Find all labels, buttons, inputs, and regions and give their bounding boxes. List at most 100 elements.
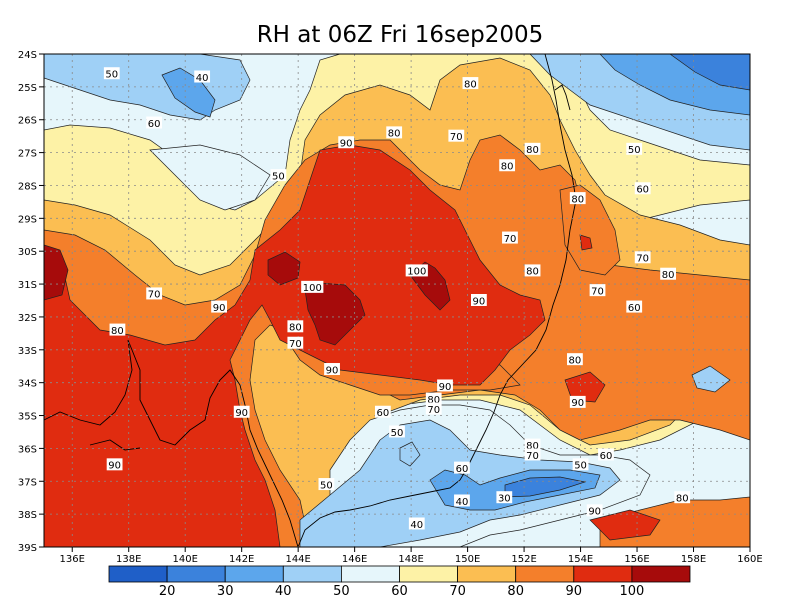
- contour-label-bg: [572, 458, 589, 471]
- colorbar-swatch: [457, 565, 517, 583]
- lon-tick-label: 150E: [455, 554, 480, 565]
- contour-label-bg: [626, 142, 643, 155]
- contour-label-bg: [425, 392, 442, 405]
- colorbar: 20 30 40 50 60 70 80 90 100: [108, 565, 691, 599]
- contour-label-bg: [437, 379, 453, 392]
- contour-label: 80: [526, 145, 539, 156]
- lat-axis: 24S 25S 26S 27S 28S 29S 30S 31S 32S 33S 34S 35S 36S 3…: [18, 50, 44, 554]
- colorbar-swatch: [224, 565, 284, 583]
- contour-label: 90: [439, 382, 452, 393]
- contour-label: 50: [272, 171, 285, 182]
- contour-label: 40: [410, 520, 423, 531]
- contour-label: 60: [148, 119, 161, 130]
- contour-label: 80: [526, 441, 539, 452]
- contour-label: 90: [473, 296, 486, 307]
- contour-label-bg: [598, 448, 614, 461]
- contour-label: 80: [662, 270, 675, 281]
- lat-tick-label: 25S: [18, 83, 37, 94]
- lat-tick-label: 31S: [18, 280, 37, 291]
- contour-label: 60: [600, 451, 613, 462]
- lon-tick-label: 154E: [568, 554, 593, 565]
- colorbar-swatch: [340, 565, 400, 583]
- contour-label: 80: [569, 355, 582, 366]
- contour-label-bg: [502, 231, 518, 244]
- contour-label-bg: [374, 405, 391, 418]
- lon-tick-label: 146E: [342, 554, 367, 565]
- contour-label: 60: [628, 303, 641, 314]
- coastline-inlet: [89, 439, 141, 451]
- rh-band-50-60-nw-extension: [149, 144, 271, 211]
- rh-band-100-plus: [304, 282, 366, 346]
- rh-band-30-40-nw: [161, 67, 216, 118]
- rh-band-90-100-southeast: [589, 509, 661, 541]
- contour-label-bg: [586, 504, 603, 517]
- contour-label-bg: [569, 395, 586, 408]
- contour-label-bg: [103, 67, 120, 80]
- contour-label-bg: [674, 491, 691, 504]
- colorbar-label: 40: [275, 584, 292, 599]
- contour-label: 30: [498, 494, 511, 505]
- rh-band-90-100-northeast: [579, 234, 593, 251]
- colorbar-label: 90: [566, 584, 583, 599]
- lat-tick-label: 36S: [18, 444, 37, 455]
- contour-label: 80: [111, 326, 124, 337]
- contour-label: 40: [456, 497, 469, 508]
- contour-label-bg: [386, 126, 403, 139]
- contour-label: 90: [340, 139, 353, 150]
- contour-label: 60: [636, 185, 649, 196]
- contour-label-bg: [301, 280, 324, 293]
- colorbar-label: 60: [391, 584, 408, 599]
- coastline: [44, 54, 577, 547]
- colorbar-swatch: [399, 565, 458, 583]
- contour-label: 80: [464, 79, 477, 90]
- contour-label-bg: [454, 494, 470, 507]
- lat-tick-label: 30S: [18, 247, 37, 258]
- lon-tick-label: 140E: [172, 554, 197, 565]
- colorbar-swatch: [573, 565, 633, 583]
- lon-tick-label: 144E: [285, 554, 310, 565]
- coastline-south-australia: [44, 339, 299, 547]
- rh-band-40-50-east-small: [691, 365, 731, 393]
- contour-label: 80: [289, 323, 302, 334]
- lat-tick-label: 34S: [18, 379, 37, 390]
- contour-label: 80: [388, 129, 401, 140]
- lon-tick-label: 136E: [60, 554, 85, 565]
- contour-label: 90: [326, 365, 339, 376]
- contour-label-bg: [287, 320, 304, 333]
- contour-label-bg: [660, 267, 677, 280]
- contour-label: 70: [504, 234, 517, 245]
- colorbar-swatch: [108, 565, 168, 583]
- contour-label: 80: [571, 194, 584, 205]
- contour-label: 60: [456, 464, 469, 475]
- contour-label-bg: [146, 116, 163, 129]
- contour-label-bg: [287, 336, 304, 349]
- contour-label: 40: [196, 73, 209, 84]
- contour-label-bg: [338, 136, 355, 149]
- contour-label: 70: [526, 451, 539, 462]
- contour-label: 90: [588, 507, 601, 518]
- lat-tick-label: 26S: [18, 116, 37, 127]
- contour-label-bg: [634, 182, 651, 195]
- contour-label: 50: [105, 70, 118, 81]
- rh-band-20-30-ne: [669, 54, 750, 91]
- colorbar-label: 20: [159, 584, 176, 599]
- contour-label-bg: [524, 438, 541, 451]
- contour-label: 50: [320, 480, 333, 491]
- contour-label-bg: [233, 405, 250, 418]
- contour-label-bg: [524, 142, 541, 155]
- contour-label-bg: [569, 192, 586, 205]
- contour-label: 70: [427, 405, 440, 416]
- colorbar-swatch: [631, 565, 691, 583]
- plot-frame: [43, 53, 751, 548]
- contour-label-bg: [194, 70, 211, 83]
- rh-band-80-90-east: [559, 184, 621, 276]
- contour-label: 50: [574, 461, 587, 472]
- colorbar-label: 100: [619, 584, 644, 599]
- colorbar-swatch: [282, 565, 342, 583]
- contour-label: 60: [377, 408, 390, 419]
- lat-tick-label: 38S: [18, 510, 37, 521]
- contour-label-bg: [626, 300, 643, 313]
- contour-label-bg: [270, 169, 287, 182]
